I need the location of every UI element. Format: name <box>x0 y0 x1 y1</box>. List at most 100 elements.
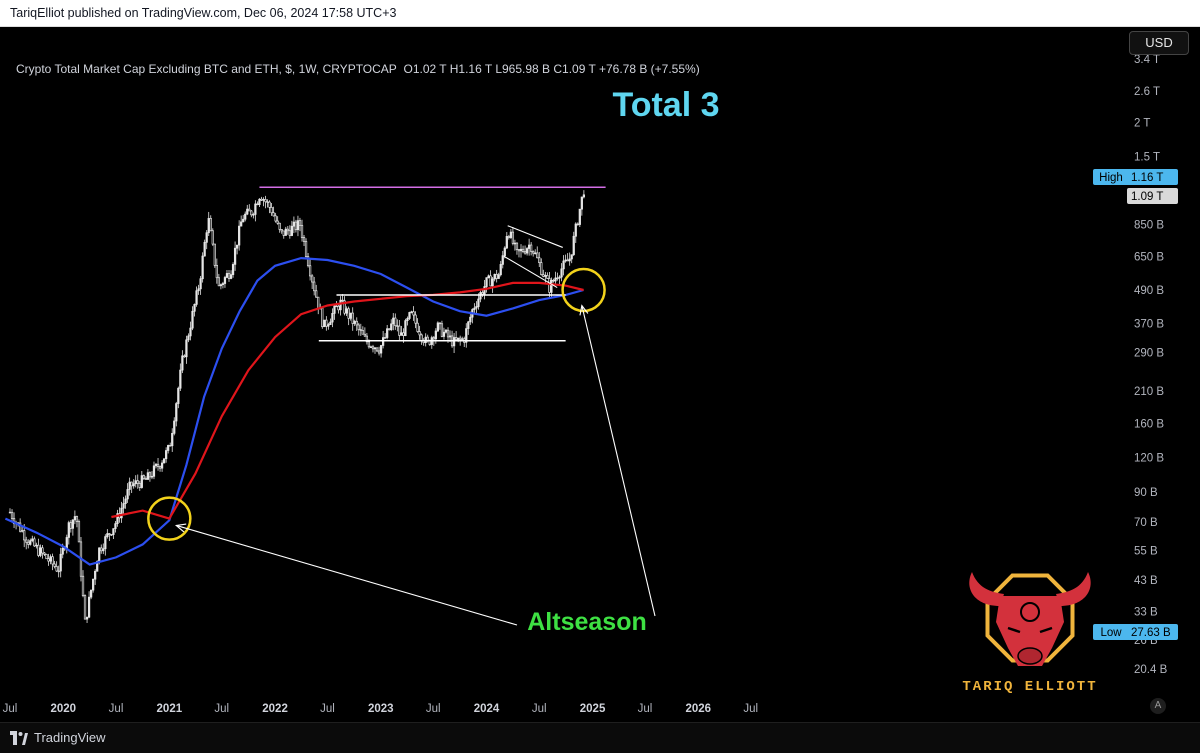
x-tick-label: Jul <box>320 703 335 715</box>
candle-body <box>284 228 287 236</box>
candle-body <box>414 314 417 324</box>
low-badge: Low 27.63 B <box>1093 624 1178 640</box>
x-tick-label: 2022 <box>262 703 288 715</box>
candle-body <box>258 198 261 205</box>
candle-body <box>367 341 371 348</box>
candle-body <box>215 264 218 279</box>
candle-body <box>47 558 50 562</box>
candle-body <box>582 194 585 198</box>
publish-info: TariqElliot published on TradingView.com… <box>10 6 397 20</box>
candle-body <box>89 589 93 598</box>
candle-body <box>152 465 156 477</box>
badge-value: 27.63 B <box>1131 627 1171 639</box>
candle-body <box>323 319 326 328</box>
logo-horn-left <box>969 572 1004 606</box>
candle-body <box>294 221 298 231</box>
candle-body <box>300 224 304 238</box>
candle-body <box>448 335 452 338</box>
candle-body <box>132 483 135 487</box>
candle-body <box>140 475 143 488</box>
candle-body <box>130 481 133 487</box>
candle-body <box>211 230 214 245</box>
candle-body <box>444 329 448 333</box>
candle-body <box>240 221 243 227</box>
candle-body <box>197 288 200 292</box>
candle-body <box>438 322 442 325</box>
footer-bar: TradingView <box>0 722 1200 753</box>
candle-body <box>114 523 117 529</box>
badge-label: High <box>1099 172 1123 184</box>
candle-body <box>517 249 521 252</box>
candle-body <box>55 566 58 572</box>
candle-body <box>424 336 427 344</box>
candle-body <box>365 335 369 343</box>
candle-body <box>505 236 508 249</box>
candle-body <box>513 242 517 245</box>
brand-name: TradingView <box>34 730 106 745</box>
x-tick-label: 2025 <box>580 703 606 715</box>
annotation-arrow <box>581 305 656 617</box>
candle-body <box>499 264 502 276</box>
flag-channel-line <box>503 255 558 289</box>
candle-body <box>371 346 375 350</box>
badge-label-bg <box>1093 624 1130 640</box>
x-tick-label: Jul <box>532 703 547 715</box>
candle-body <box>69 522 72 529</box>
candle-body <box>511 231 515 244</box>
candle-body <box>416 322 419 332</box>
currency-button[interactable]: USD <box>1129 31 1189 55</box>
y-tick-label: 2.6 T <box>1134 86 1160 98</box>
candle-body <box>528 244 531 249</box>
candle-body <box>317 296 320 310</box>
candle-body <box>311 275 314 283</box>
candle-body <box>530 244 533 252</box>
candle-body <box>29 540 32 545</box>
candle-body <box>49 556 52 562</box>
candle-body <box>205 232 208 243</box>
candle-body <box>544 275 547 277</box>
candle-body <box>420 334 423 341</box>
candle-body <box>219 284 223 287</box>
candle-body <box>345 308 348 314</box>
candle-body <box>162 458 166 464</box>
candle-body <box>233 247 237 265</box>
candle-body <box>169 445 172 447</box>
candle-body <box>270 207 273 214</box>
candle-body <box>521 248 525 252</box>
candle-body <box>536 252 539 259</box>
candle-body <box>268 201 271 208</box>
candle-body <box>116 513 119 525</box>
y-tick-label: 370 B <box>1134 318 1164 330</box>
candle-body <box>278 222 281 230</box>
y-tick-label: 43 B <box>1134 575 1158 587</box>
candle-body <box>432 337 435 340</box>
candle-body <box>185 339 188 358</box>
candle-body <box>124 498 127 504</box>
candle-body <box>209 218 212 232</box>
candle-body <box>379 345 383 354</box>
candle-body <box>203 241 206 257</box>
candle-body <box>515 242 519 250</box>
candle-body <box>359 329 362 331</box>
badge-value-bg <box>1127 169 1178 185</box>
candle-body <box>266 201 269 203</box>
price-chart[interactable]: 3.4 T 2.6 T 2 T 1.5 T 850 B 650 B 490 B 370 B 29… <box>0 26 1200 722</box>
arrow-head <box>579 304 589 316</box>
candle-body <box>25 539 28 543</box>
candle-body <box>187 335 190 341</box>
symbol-legend: Crypto Total Market Cap Excluding BTC an… <box>16 62 700 76</box>
auto-scale-button[interactable]: A <box>1150 698 1166 714</box>
last-price-badge: 1.09 T <box>1127 188 1178 204</box>
candle-body <box>329 321 332 325</box>
tradingview-brand[interactable]: TradingView <box>10 730 106 745</box>
candle-body <box>144 478 147 480</box>
x-tick-label: Jul <box>3 703 18 715</box>
candle-body <box>327 324 330 327</box>
y-tick-label: 290 B <box>1134 348 1164 360</box>
candle-body <box>475 306 478 309</box>
candle-body <box>302 237 306 242</box>
candle-body <box>136 480 139 484</box>
chart-area[interactable]: 3.4 T 2.6 T 2 T 1.5 T 850 B 650 B 490 B 370 B 29… <box>0 26 1200 722</box>
candle-body <box>495 273 498 279</box>
candle-body <box>461 338 464 340</box>
